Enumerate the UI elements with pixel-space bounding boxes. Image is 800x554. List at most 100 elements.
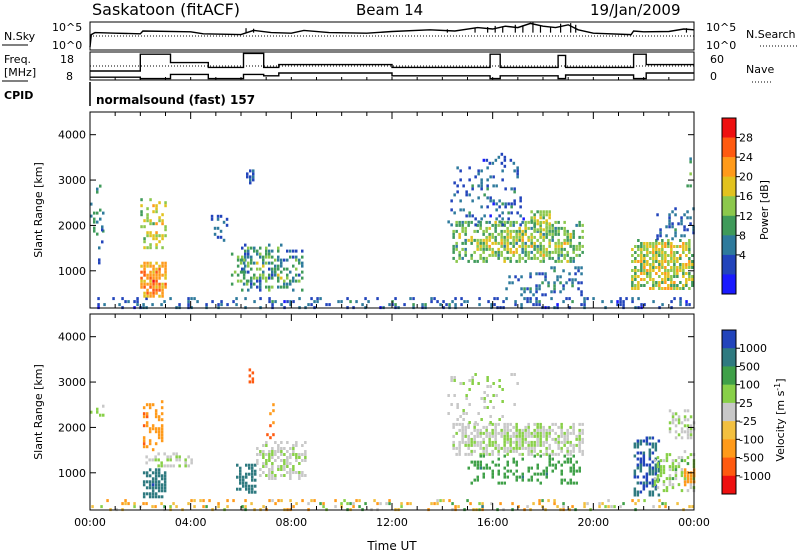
power-cell (523, 287, 526, 291)
velocity-cell (259, 474, 262, 477)
velocity-cell (643, 499, 646, 503)
power-cell (673, 269, 676, 272)
power-cell (533, 216, 536, 220)
velocity-cell (450, 403, 453, 406)
power-cell (518, 238, 521, 242)
power-cell (388, 303, 391, 307)
velocity-cell (530, 478, 533, 482)
velocity-cell (154, 458, 157, 462)
velocity-cell (656, 456, 660, 460)
power-cell (572, 244, 575, 248)
velocity-cell (145, 486, 149, 490)
velocity-cell (145, 492, 149, 496)
power-cell (213, 226, 217, 230)
power-cell (515, 229, 518, 233)
power-cell (498, 205, 501, 209)
velocity-cell (569, 449, 572, 453)
power-cell (676, 251, 679, 254)
power-cell (146, 261, 149, 265)
power-cell (553, 287, 556, 291)
power-cell (118, 303, 121, 307)
power-cell (164, 276, 167, 280)
power-cell (503, 220, 506, 224)
power-cell (539, 223, 542, 227)
power-cell (274, 300, 277, 304)
power-cell (456, 166, 459, 170)
velocity-cell (148, 480, 152, 484)
velocity-cell (497, 446, 500, 450)
velocity-cell (453, 394, 456, 397)
colorbar-segment (722, 274, 736, 295)
velocity-cell (151, 489, 155, 493)
velocity-cell (274, 477, 277, 480)
power-cell (489, 175, 492, 179)
velocity-cell (157, 489, 161, 493)
velocity-cell (651, 436, 655, 440)
velocity-cell (251, 466, 254, 470)
velocity-cell (251, 380, 255, 384)
power-cell (494, 229, 497, 233)
velocity-cell (283, 468, 286, 471)
power-cell (637, 287, 640, 290)
power-cell (464, 226, 467, 230)
velocity-cell (236, 475, 239, 479)
velocity-cell (289, 499, 292, 503)
power-cell (545, 225, 548, 229)
velocity-cell (274, 459, 277, 462)
power-cell (646, 269, 649, 272)
y-tick-label: 1000 (58, 265, 86, 278)
velocity-cell (633, 469, 637, 473)
power-cell (486, 187, 489, 191)
power-cell (524, 229, 527, 233)
velocity-cell (462, 409, 465, 412)
colorbar-segment (722, 330, 736, 349)
velocity-cell (280, 453, 283, 456)
velocity-cell (578, 434, 581, 438)
velocity-cell (268, 459, 271, 462)
velocity-cell (455, 452, 458, 456)
velocity-cell (482, 449, 485, 453)
power-cell (97, 297, 100, 301)
velocity-cell (572, 454, 575, 458)
power-cell (488, 232, 491, 236)
power-cell (688, 260, 691, 263)
velocity-cell (686, 480, 690, 484)
power-cell (292, 276, 295, 280)
velocity-cell (476, 475, 479, 479)
velocity-cell (248, 374, 252, 378)
power-cell (682, 269, 685, 272)
power-cell (560, 247, 563, 251)
power-cell (526, 287, 529, 291)
power-cell (152, 267, 155, 271)
power-cell (232, 300, 235, 304)
velocity-cell (91, 505, 94, 509)
velocity-cell (503, 425, 506, 429)
velocity-cell (560, 481, 563, 485)
velocity-cell (283, 447, 286, 450)
velocity-cell (662, 465, 666, 469)
power-cell (524, 253, 527, 257)
velocity-cell (566, 449, 569, 453)
power-cell (155, 243, 158, 247)
velocity-cell (651, 481, 655, 485)
velocity-cell (657, 460, 661, 464)
power-cell (557, 253, 560, 257)
power-cell (667, 275, 670, 278)
power-cell (242, 270, 246, 274)
velocity-cell (154, 495, 158, 499)
power-cell (271, 249, 274, 253)
velocity-cell (651, 460, 655, 464)
power-cell (548, 244, 551, 248)
velocity-cell (512, 446, 515, 450)
power-cell (649, 269, 652, 272)
velocity-cell (642, 481, 646, 485)
velocity-cell (148, 474, 152, 478)
power-cell (471, 199, 474, 203)
power-cell (151, 303, 154, 307)
power-cell (569, 256, 572, 260)
power-cell (575, 223, 578, 227)
velocity-cell (154, 415, 158, 419)
power-cell (476, 223, 479, 227)
power-cell (522, 217, 525, 221)
power-cell (521, 256, 524, 260)
